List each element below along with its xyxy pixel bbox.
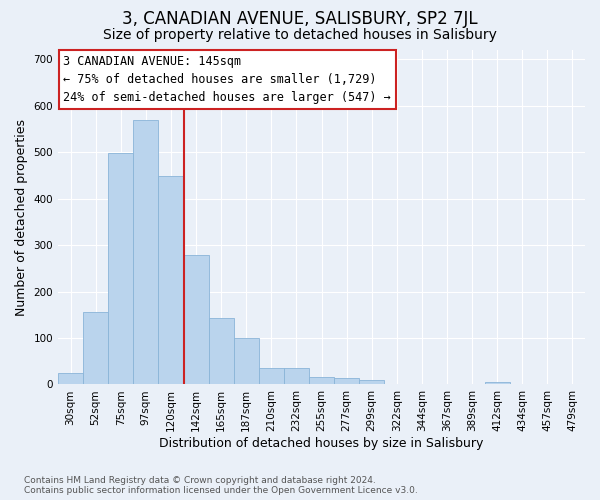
Bar xyxy=(158,176,184,384)
Bar xyxy=(184,256,209,384)
Text: Size of property relative to detached houses in Salisbury: Size of property relative to detached ho… xyxy=(103,28,497,42)
Bar xyxy=(259,368,284,384)
Bar xyxy=(133,120,158,384)
Y-axis label: Number of detached properties: Number of detached properties xyxy=(15,118,28,316)
Bar xyxy=(233,338,259,384)
Bar xyxy=(284,368,309,384)
Bar xyxy=(108,153,133,384)
Text: 3 CANADIAN AVENUE: 145sqm
← 75% of detached houses are smaller (1,729)
24% of se: 3 CANADIAN AVENUE: 145sqm ← 75% of detac… xyxy=(64,55,391,104)
Bar xyxy=(334,378,359,384)
Bar xyxy=(209,318,233,384)
Bar xyxy=(309,378,334,384)
Text: Contains HM Land Registry data © Crown copyright and database right 2024.
Contai: Contains HM Land Registry data © Crown c… xyxy=(24,476,418,495)
Bar xyxy=(58,373,83,384)
Bar xyxy=(359,380,384,384)
Bar xyxy=(83,312,108,384)
Text: 3, CANADIAN AVENUE, SALISBURY, SP2 7JL: 3, CANADIAN AVENUE, SALISBURY, SP2 7JL xyxy=(122,10,478,28)
Bar xyxy=(485,382,510,384)
X-axis label: Distribution of detached houses by size in Salisbury: Distribution of detached houses by size … xyxy=(160,437,484,450)
